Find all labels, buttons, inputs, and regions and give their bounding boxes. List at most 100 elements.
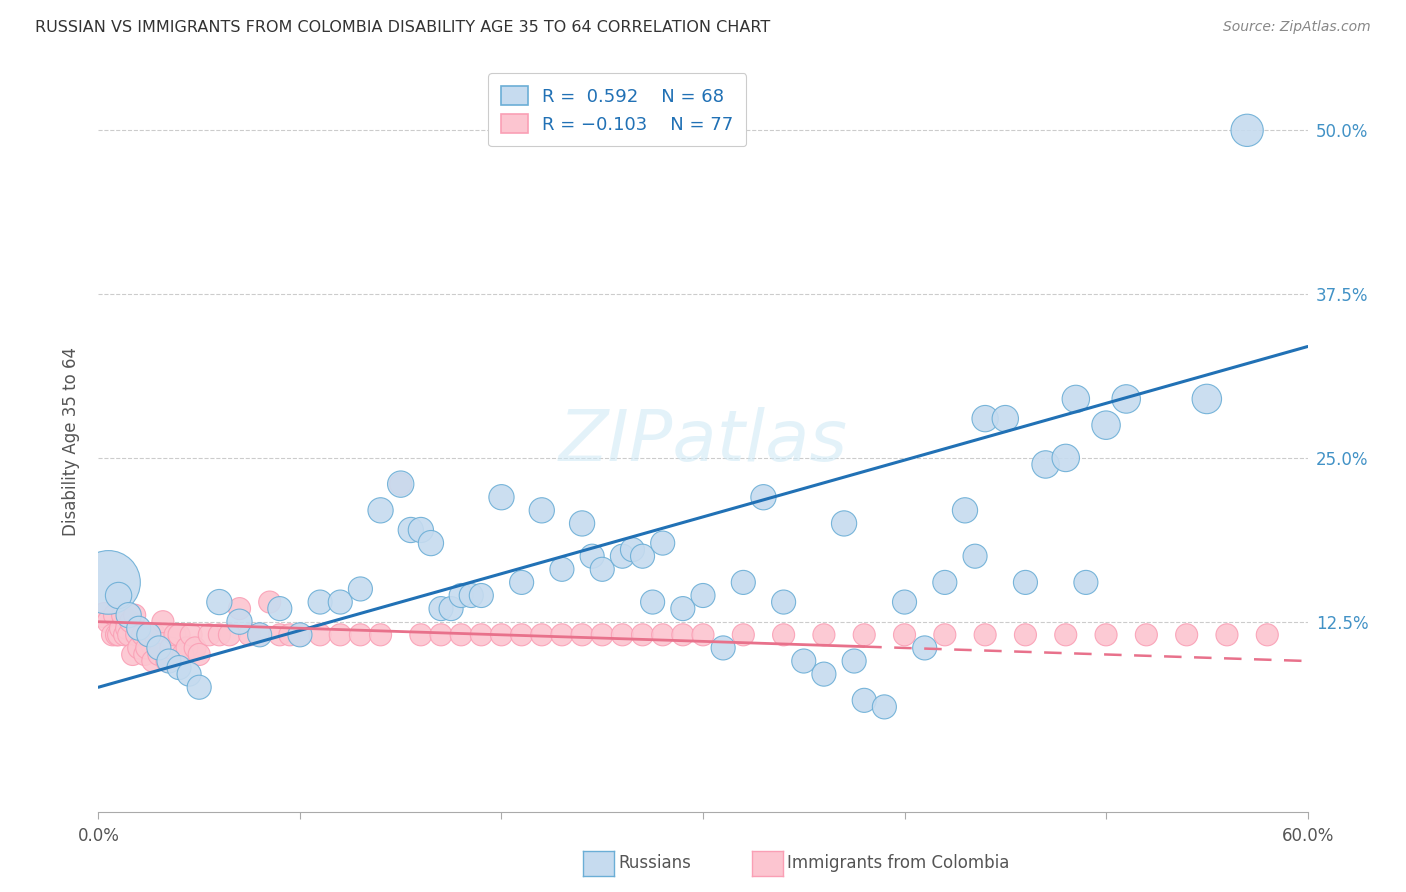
Point [440,601,463,615]
Point [491,490,513,504]
Point [134,648,156,662]
Point [581,549,603,564]
Point [793,654,815,668]
Point [1135,628,1157,642]
Point [138,628,160,642]
Point [107,628,129,642]
Point [953,503,976,517]
Point [176,640,198,655]
Point [349,582,371,596]
Text: Immigrants from Colombia: Immigrants from Colombia [787,855,1010,872]
Point [110,621,132,635]
Point [873,699,896,714]
Point [893,595,915,609]
Point [420,536,443,550]
Point [1074,575,1097,590]
Point [103,608,125,623]
Point [893,628,915,642]
Text: RUSSIAN VS IMMIGRANTS FROM COLOMBIA DISABILITY AGE 35 TO 64 CORRELATION CHART: RUSSIAN VS IMMIGRANTS FROM COLOMBIA DISA… [35,20,770,35]
Point [105,628,128,642]
Point [430,601,453,615]
Point [974,411,997,425]
Point [409,628,432,642]
Point [612,549,634,564]
Point [389,477,412,491]
Y-axis label: Disability Age 35 to 64: Disability Age 35 to 64 [62,347,80,536]
Point [591,628,613,642]
Point [1054,450,1077,465]
Point [491,628,513,642]
Legend: R =  0.592    N = 68, R = −0.103    N = 77: R = 0.592 N = 68, R = −0.103 N = 77 [488,73,747,146]
Point [179,667,201,681]
Point [621,542,644,557]
Point [370,503,392,517]
Point [218,628,240,642]
Point [349,628,371,642]
Point [692,589,714,603]
Point [114,628,136,642]
Point [672,601,695,615]
Point [188,680,211,694]
Point [167,628,190,642]
Point [198,628,221,642]
Point [228,615,250,629]
Text: Source: ZipAtlas.com: Source: ZipAtlas.com [1223,20,1371,34]
Point [259,595,281,609]
Point [249,628,271,642]
Point [934,628,956,642]
Point [118,628,141,642]
Point [551,628,574,642]
Point [180,628,202,642]
Point [934,575,956,590]
Point [1216,628,1239,642]
Point [994,411,1017,425]
Point [138,628,160,642]
Point [167,660,190,674]
Point [772,628,794,642]
Point [278,628,301,642]
Text: ZIPatlas: ZIPatlas [558,407,848,476]
Point [107,589,129,603]
Point [1175,628,1198,642]
Point [1236,123,1258,137]
Point [288,628,311,642]
Point [530,503,553,517]
Point [188,648,211,662]
Point [1095,418,1118,433]
Point [914,640,936,655]
Point [631,628,654,642]
Point [1014,628,1036,642]
Point [1014,575,1036,590]
Point [148,648,170,662]
Point [111,608,134,623]
Point [1115,392,1137,406]
Point [152,615,174,629]
Point [974,628,997,642]
Point [1095,628,1118,642]
Point [1256,628,1278,642]
Point [571,628,593,642]
Point [118,608,141,623]
Point [772,595,794,609]
Point [128,640,150,655]
Point [672,628,695,642]
Point [148,640,170,655]
Point [172,648,194,662]
Point [460,589,482,603]
Point [853,628,876,642]
Point [228,601,250,615]
Point [651,628,673,642]
Point [612,628,634,642]
Point [184,640,207,655]
Point [97,575,120,590]
Point [329,628,352,642]
Point [832,516,855,531]
Point [157,654,180,668]
Point [965,549,987,564]
Point [142,654,165,668]
Point [1035,458,1057,472]
Point [813,628,835,642]
Point [156,654,179,668]
Point [1064,392,1087,406]
Point [631,549,654,564]
